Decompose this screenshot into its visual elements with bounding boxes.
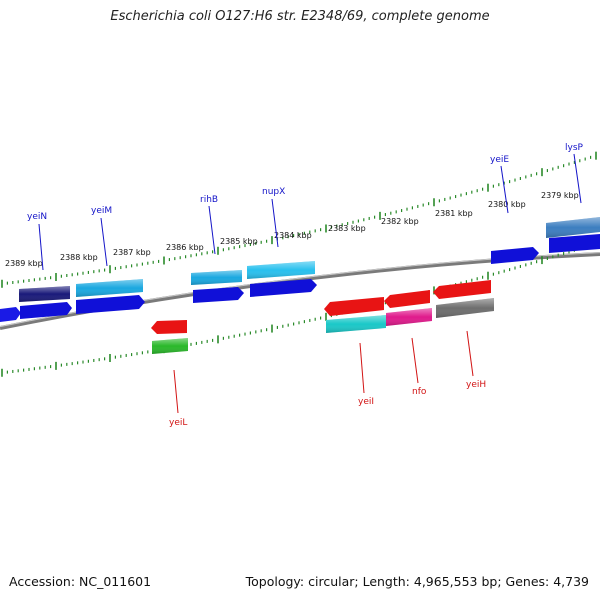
forward-gene-labels: yeiN yeiM rihB nupX yeiE lysP [27, 143, 584, 222]
gene-label[interactable]: yeiI [358, 397, 374, 407]
scale-label: 2381 kbp [435, 209, 473, 218]
forward-genes [0, 217, 600, 322]
reverse-gene-labels: yeiL yeiI nfo yeiH [169, 380, 486, 428]
gene-block[interactable] [491, 247, 539, 264]
gene-block[interactable] [151, 320, 187, 334]
scale-label: 2387 kbp [113, 248, 151, 257]
scale-label: 2388 kbp [60, 253, 98, 262]
gene-block[interactable] [250, 279, 317, 297]
gene-label[interactable]: yeiM [91, 206, 112, 216]
genome-summary: Topology: circular; Length: 4,965,553 bp… [245, 574, 589, 589]
reverse-genes [151, 280, 494, 354]
forward-label-leaders [38, 153, 582, 271]
gene-label[interactable]: yeiL [169, 418, 187, 428]
gene-label[interactable]: rihB [200, 195, 218, 205]
gene-label[interactable]: yeiH [466, 380, 486, 390]
gene-block[interactable] [384, 290, 430, 308]
forward-tick-ruler [1, 151, 597, 288]
scale-label: 2389 kbp [5, 259, 43, 268]
gene-block[interactable] [193, 287, 244, 303]
map-title: Escherichia coli O127:H6 str. E2348/69, … [110, 9, 490, 24]
gene-label[interactable]: yeiE [490, 155, 509, 165]
scale-label: 2384 kbp [274, 231, 312, 240]
scale-label: 2386 kbp [166, 243, 204, 252]
scale-label: 2379 kbp [541, 191, 579, 200]
gene-block[interactable] [324, 297, 384, 316]
gene-label[interactable]: yeiN [27, 212, 47, 222]
gene-block[interactable] [433, 280, 491, 299]
gene-label[interactable]: nfo [412, 387, 427, 397]
scale-label: 2383 kbp [328, 224, 366, 233]
gene-label[interactable]: lysP [565, 143, 584, 153]
reverse-label-leaders [173, 330, 474, 414]
gene-block[interactable] [20, 302, 72, 319]
scale-label: 2382 kbp [381, 217, 419, 226]
gene-block[interactable] [76, 295, 145, 314]
accession-label: Accession: NC_011601 [9, 574, 152, 589]
gene-block[interactable] [549, 234, 600, 253]
scale-label: 2385 kbp [220, 237, 258, 246]
gene-block[interactable] [0, 307, 21, 322]
gene-label[interactable]: nupX [262, 187, 285, 197]
